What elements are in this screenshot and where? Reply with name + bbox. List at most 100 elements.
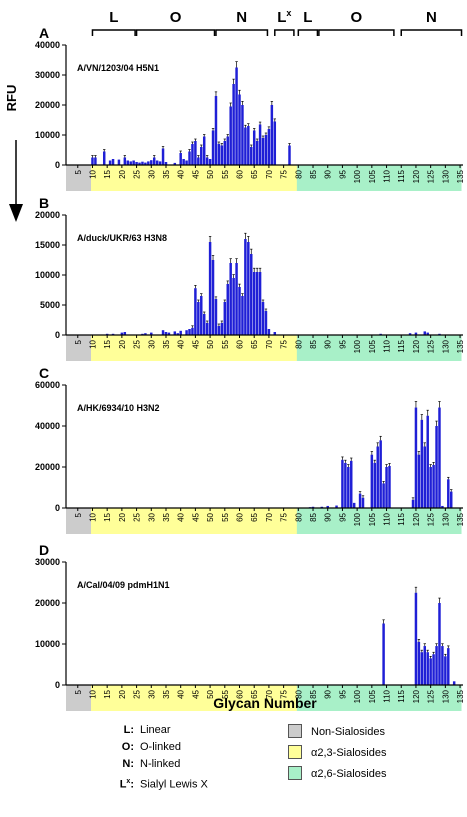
bar — [435, 646, 438, 685]
bar — [423, 331, 427, 335]
bar — [229, 106, 232, 165]
x-tick-label: 105 — [368, 689, 377, 703]
x-tick-label: 55 — [221, 169, 230, 178]
x-tick-label: 10 — [88, 689, 97, 698]
x-tick-label: 130 — [441, 512, 450, 526]
y-tick-label: 0 — [55, 680, 60, 690]
x-tick-label: 40 — [177, 339, 186, 348]
bar — [335, 505, 338, 508]
y-tick-label: 0 — [55, 160, 60, 170]
y-tick-label: 0 — [55, 330, 60, 340]
x-tick-label: 75 — [280, 689, 289, 698]
bar — [244, 239, 247, 335]
bar — [173, 162, 177, 165]
bar — [158, 161, 162, 165]
bar — [155, 160, 159, 165]
category-label: L — [109, 9, 118, 26]
x-tick-label: 65 — [250, 512, 259, 521]
category-bracket — [135, 29, 216, 36]
x-tick-label: 95 — [338, 689, 347, 698]
bar — [179, 330, 182, 335]
x-tick-label: 30 — [147, 169, 156, 178]
bar — [238, 94, 241, 165]
bar — [352, 502, 356, 508]
x-tick-label: 100 — [353, 339, 362, 353]
region-band — [66, 685, 93, 711]
bar — [344, 462, 347, 508]
x-tick-label: 15 — [103, 169, 112, 178]
y-tick-label: 40000 — [35, 421, 60, 431]
bar — [267, 329, 271, 335]
x-tick-label: 20 — [118, 512, 127, 521]
bar — [261, 302, 265, 335]
bar — [150, 332, 153, 335]
panel-C: 0 20000 40000 60000 5 10 15 20 25 30 35 40 45 50 55 60 6… — [35, 365, 465, 534]
bar — [247, 242, 250, 335]
bar — [229, 263, 232, 335]
x-tick-label: 80 — [294, 169, 303, 178]
bar — [379, 440, 382, 508]
category-label: Lx — [277, 8, 291, 26]
bar — [194, 288, 197, 335]
legend-abbrev-item: O: O-linked — [121, 741, 181, 753]
y-tick-label: 10000 — [35, 639, 60, 649]
bar — [273, 332, 277, 335]
bar — [188, 329, 191, 335]
x-tick-label: 100 — [353, 689, 362, 703]
y-tick-label: 10000 — [35, 270, 60, 280]
x-tick-label: 20 — [118, 689, 127, 698]
x-tick-label: 125 — [427, 339, 436, 353]
bar — [220, 323, 224, 335]
bar — [238, 287, 241, 335]
bar — [223, 141, 227, 165]
x-tick-label: 90 — [324, 689, 333, 698]
bar — [258, 272, 262, 335]
y-tick-label: 20000 — [35, 598, 60, 608]
x-tick-label: 25 — [133, 339, 142, 348]
x-tick-label: 50 — [206, 169, 215, 178]
bar — [358, 493, 362, 508]
x-tick-label: 45 — [191, 512, 200, 521]
x-tick-label: 110 — [383, 512, 392, 525]
y-tick-label: 40000 — [35, 40, 60, 50]
bar — [267, 129, 271, 165]
x-tick-label: 75 — [280, 512, 289, 521]
x-tick-label: 70 — [265, 512, 274, 521]
bar — [252, 272, 256, 335]
x-tick-label: 5 — [74, 339, 83, 344]
bar — [264, 311, 268, 335]
bar — [361, 497, 365, 508]
bar — [429, 467, 432, 508]
bar — [217, 326, 221, 335]
x-tick-label: 30 — [147, 512, 156, 521]
bar — [376, 446, 379, 508]
category-label: N — [426, 9, 437, 26]
x-tick-label: 25 — [133, 512, 142, 521]
bar — [311, 506, 315, 508]
bar — [435, 426, 438, 508]
x-tick-label: 30 — [147, 689, 156, 698]
bar — [347, 467, 350, 508]
bar — [197, 157, 200, 165]
y-tick-label: 10000 — [35, 130, 60, 140]
x-tick-label: 90 — [324, 339, 333, 348]
x-tick-label: 20 — [118, 339, 127, 348]
x-tick-label: 50 — [206, 339, 215, 348]
bar — [208, 242, 212, 335]
x-tick-label: 75 — [280, 339, 289, 348]
legend-abbrev-item: N: N-linked — [122, 758, 181, 770]
bar — [247, 126, 250, 165]
bar — [417, 454, 421, 508]
x-tick-label: 10 — [88, 512, 97, 521]
bar — [429, 658, 432, 685]
x-tick-label: 70 — [265, 339, 274, 348]
x-tick-label: 135 — [456, 689, 465, 703]
bar — [185, 160, 188, 165]
bar — [241, 296, 244, 335]
x-tick-label: 65 — [250, 339, 259, 348]
x-tick-label: 10 — [88, 169, 97, 178]
x-tick-label: 105 — [368, 512, 377, 526]
bar — [214, 96, 218, 165]
bar — [414, 332, 418, 335]
